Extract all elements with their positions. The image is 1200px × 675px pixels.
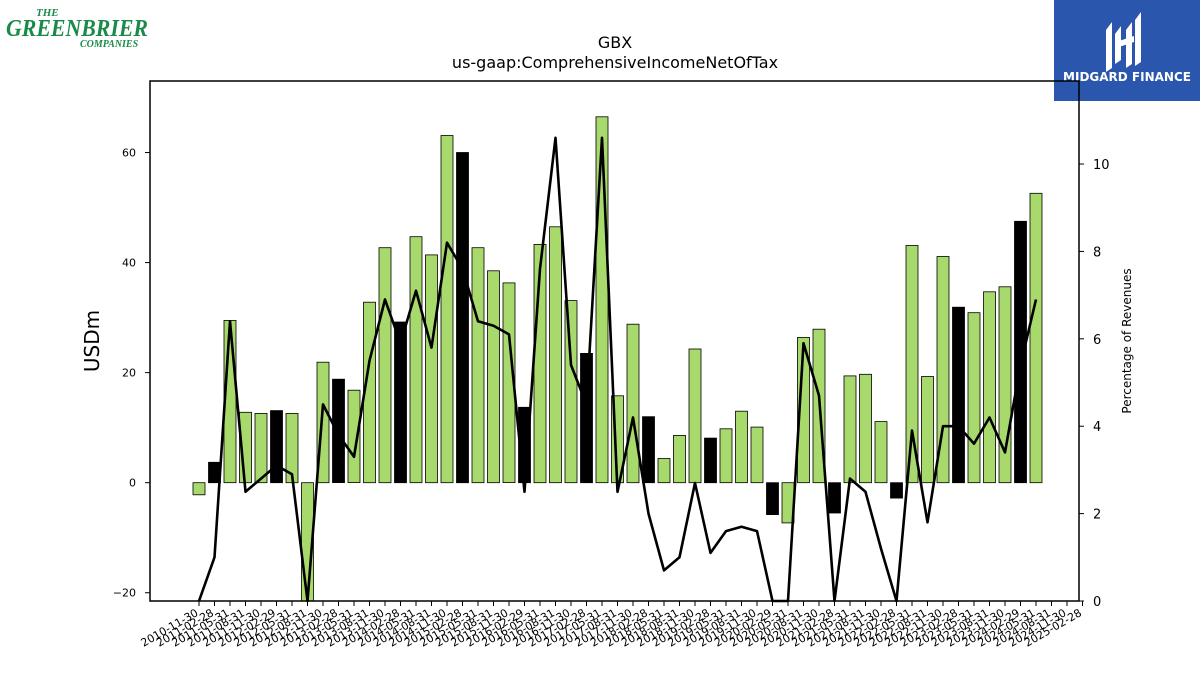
bar [409,236,423,484]
y-tick-label: −20 [113,587,136,600]
bar [673,434,686,484]
logo-text-greenbrier: GREENBRIER [6,16,148,42]
midgard-emblem-icon [1106,12,1141,72]
bar [487,270,500,484]
bar [440,135,454,484]
bar [704,437,717,484]
bar [983,291,996,484]
bar [626,323,640,484]
y2-tick-label: 0 [1093,595,1101,610]
y2-tick-label: 2 [1093,508,1101,523]
y2-tick-label: 4 [1093,420,1101,435]
bar [843,375,857,484]
bar [719,428,733,484]
y2-axis-label: Percentage of Revenues [1120,268,1134,413]
chart-subtitle: us-gaap:ComprehensiveIncomeNetOfTax [452,53,778,72]
bar [549,226,562,484]
bar [471,247,485,484]
bar [378,247,392,484]
bar [425,254,438,484]
bar [859,373,872,484]
bar [735,410,748,484]
y-tick-label: 40 [122,257,136,270]
bar [564,300,578,484]
bar [254,412,268,484]
bar [192,482,206,496]
y-axis-label: USDm [80,310,104,372]
bar [657,458,671,484]
bar [952,306,965,484]
y2-axis-ticks: 0 2 4 6 8 10 [1079,158,1110,610]
bar [967,312,981,484]
y-tick-label: 0 [129,477,136,490]
bar [642,416,655,484]
midgard-finance-logo: MIDGARD FINANCE [1054,0,1200,101]
bar [1014,220,1027,484]
plot-frame [149,80,1080,602]
bar [347,389,361,484]
logo-text-companies: COMPANIES [80,39,139,50]
y2-tick-label: 6 [1093,333,1101,348]
bar [595,116,609,484]
y-axis-ticks: −20 0 20 40 60 [113,147,150,600]
bar [688,348,702,484]
bar [874,421,888,484]
chart-title: GBX [598,33,632,52]
logo-text-the: THE [36,7,59,19]
midgard-finance-text: MIDGARD FINANCE [1063,70,1191,84]
bar [828,482,841,514]
bar [921,376,934,484]
bar-series [192,116,1043,602]
y-tick-label: 60 [122,147,136,160]
bar [1029,192,1043,484]
bar [905,245,919,484]
y2-tick-label: 10 [1093,158,1110,173]
bar [750,426,764,484]
y-tick-label: 20 [122,367,136,380]
bar [456,152,469,484]
bar [580,352,593,484]
x-axis-ticks: 2010-11-302011-02-282011-05-312011-08-31… [139,601,1084,650]
bar [890,482,903,499]
greenbrier-logo: THE GREENBRIER COMPANIES [4,4,154,52]
bar [270,410,283,484]
bar [332,378,345,484]
bar [766,482,779,516]
bar [394,321,407,484]
y2-tick-label: 8 [1093,245,1101,260]
